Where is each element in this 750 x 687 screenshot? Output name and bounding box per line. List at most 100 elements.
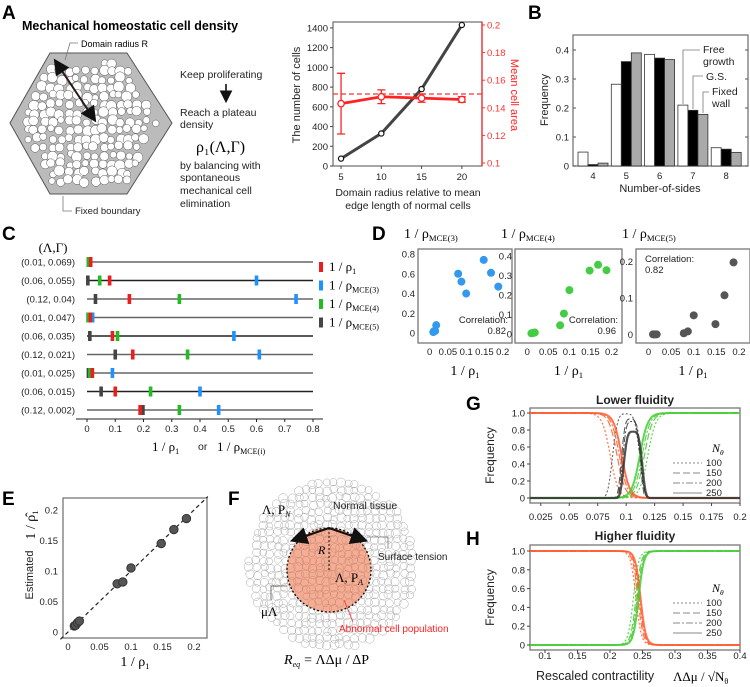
cell	[89, 84, 99, 94]
cell	[278, 493, 288, 503]
cell	[337, 486, 347, 496]
panel-label-d: D	[372, 224, 386, 245]
cell	[330, 634, 340, 644]
cell	[271, 591, 282, 601]
cell	[114, 140, 124, 150]
data-point	[683, 327, 692, 336]
cell	[300, 612, 311, 623]
x-tick-label: 20	[457, 172, 468, 183]
row-label: (0.06, 0.055)	[21, 276, 75, 287]
marker-red	[138, 405, 142, 415]
x-tick-label: 0	[84, 424, 89, 435]
panel-label-a: A	[2, 3, 16, 24]
y-axis-label-math: 1 / ρ̂1	[24, 510, 40, 539]
x-axis-label: Number-of-sides	[619, 183, 701, 195]
cell	[106, 136, 115, 144]
cell	[397, 550, 408, 560]
cell	[315, 568, 324, 578]
cell	[335, 633, 343, 642]
x-tick-label: 0.2	[603, 651, 616, 662]
bar-free-growth	[577, 151, 589, 167]
cell	[400, 585, 410, 594]
chart-d-correlation-scatter: 1 / ρMCE(3)00.20.40.60.80 0.05 0.1 0.15 0.2C…	[402, 227, 750, 380]
cell	[253, 597, 263, 608]
y-tick-label: 0	[53, 628, 58, 639]
cell	[383, 590, 393, 600]
cell	[364, 633, 375, 644]
y-tick-label: 0.2	[402, 309, 415, 320]
cell	[365, 611, 373, 620]
data-point	[418, 85, 425, 93]
plot-title: 1 / ρMCE(4)	[501, 227, 555, 243]
cell	[344, 564, 353, 573]
cell	[334, 598, 345, 608]
leader-line	[343, 599, 354, 623]
cell	[63, 90, 74, 100]
cell	[88, 141, 98, 152]
x-tick-label: 0.2	[605, 347, 618, 358]
y-tick-label: 0.6	[512, 584, 525, 595]
chart-a-cells-vs-radius: 0 200 400 600 800 1000 1200 1400 0.1 0.12 0.14 0.16…	[291, 21, 520, 213]
cell	[89, 158, 99, 169]
cell	[384, 578, 392, 587]
cell	[330, 555, 339, 564]
cell	[309, 589, 319, 600]
y-tick-label: 800	[312, 83, 328, 94]
data-point	[559, 309, 568, 318]
cell	[399, 599, 409, 609]
cell	[122, 124, 131, 133]
y-tick-label: 0.2	[499, 291, 512, 302]
cell	[82, 118, 91, 127]
cell	[259, 604, 269, 615]
cell	[364, 513, 375, 524]
cell	[259, 557, 268, 566]
tissue-cells	[243, 477, 416, 651]
cell	[285, 563, 296, 573]
cell	[315, 492, 325, 503]
cell	[30, 91, 41, 101]
cell	[378, 570, 389, 581]
x-tick-label: 0.1	[124, 642, 137, 653]
x-tick-label: 0.05	[90, 642, 109, 653]
chart-h-higher-fluidity: Higher fluidity 0 0.2 0.4 0.6 0.8 1.0 0.1 0.15 0.…	[483, 529, 747, 686]
cell	[131, 159, 139, 167]
cell	[372, 585, 381, 594]
cell	[142, 116, 151, 124]
series-line-cells	[340, 24, 464, 160]
y-tick-label: 0.05	[40, 597, 59, 608]
marker-red	[90, 368, 95, 378]
y-tick-label: 1000	[307, 63, 328, 74]
cell	[245, 578, 254, 587]
cell	[315, 584, 324, 593]
data-point	[458, 95, 466, 104]
tension-arrow-left-icon	[289, 526, 330, 545]
table-row: (0.01, 0.025)	[21, 368, 313, 380]
cell	[288, 598, 298, 608]
table-row: (0.01, 0.047)	[21, 312, 313, 324]
cell	[399, 562, 408, 571]
cell	[301, 569, 310, 579]
cell	[117, 107, 126, 116]
marker-green	[97, 275, 102, 286]
cell	[349, 500, 358, 509]
cell	[363, 507, 371, 516]
leader-line	[367, 536, 389, 548]
cell	[379, 591, 388, 601]
x-axis-label-b: 1 / ρMCE(i)	[217, 439, 265, 456]
panel-label-g: G	[466, 394, 481, 415]
correlation-label: Correlation:	[569, 315, 618, 326]
cell	[79, 166, 89, 176]
normal-params: Λ, PN	[262, 502, 291, 519]
mu-lambda-label: μΛ	[261, 604, 278, 619]
y-tick-label: 0	[628, 330, 633, 341]
cell	[251, 591, 261, 601]
math-main: 1 / ρ̂	[24, 512, 39, 540]
cell	[372, 500, 382, 510]
cell	[81, 159, 89, 167]
x-axis-label-or: or	[198, 441, 208, 453]
normal-tissue-label: Normal tissue	[333, 500, 397, 512]
y-tick-label: 0.6	[402, 269, 415, 280]
cell	[315, 575, 325, 585]
data-point	[711, 320, 720, 329]
cell	[37, 101, 47, 111]
